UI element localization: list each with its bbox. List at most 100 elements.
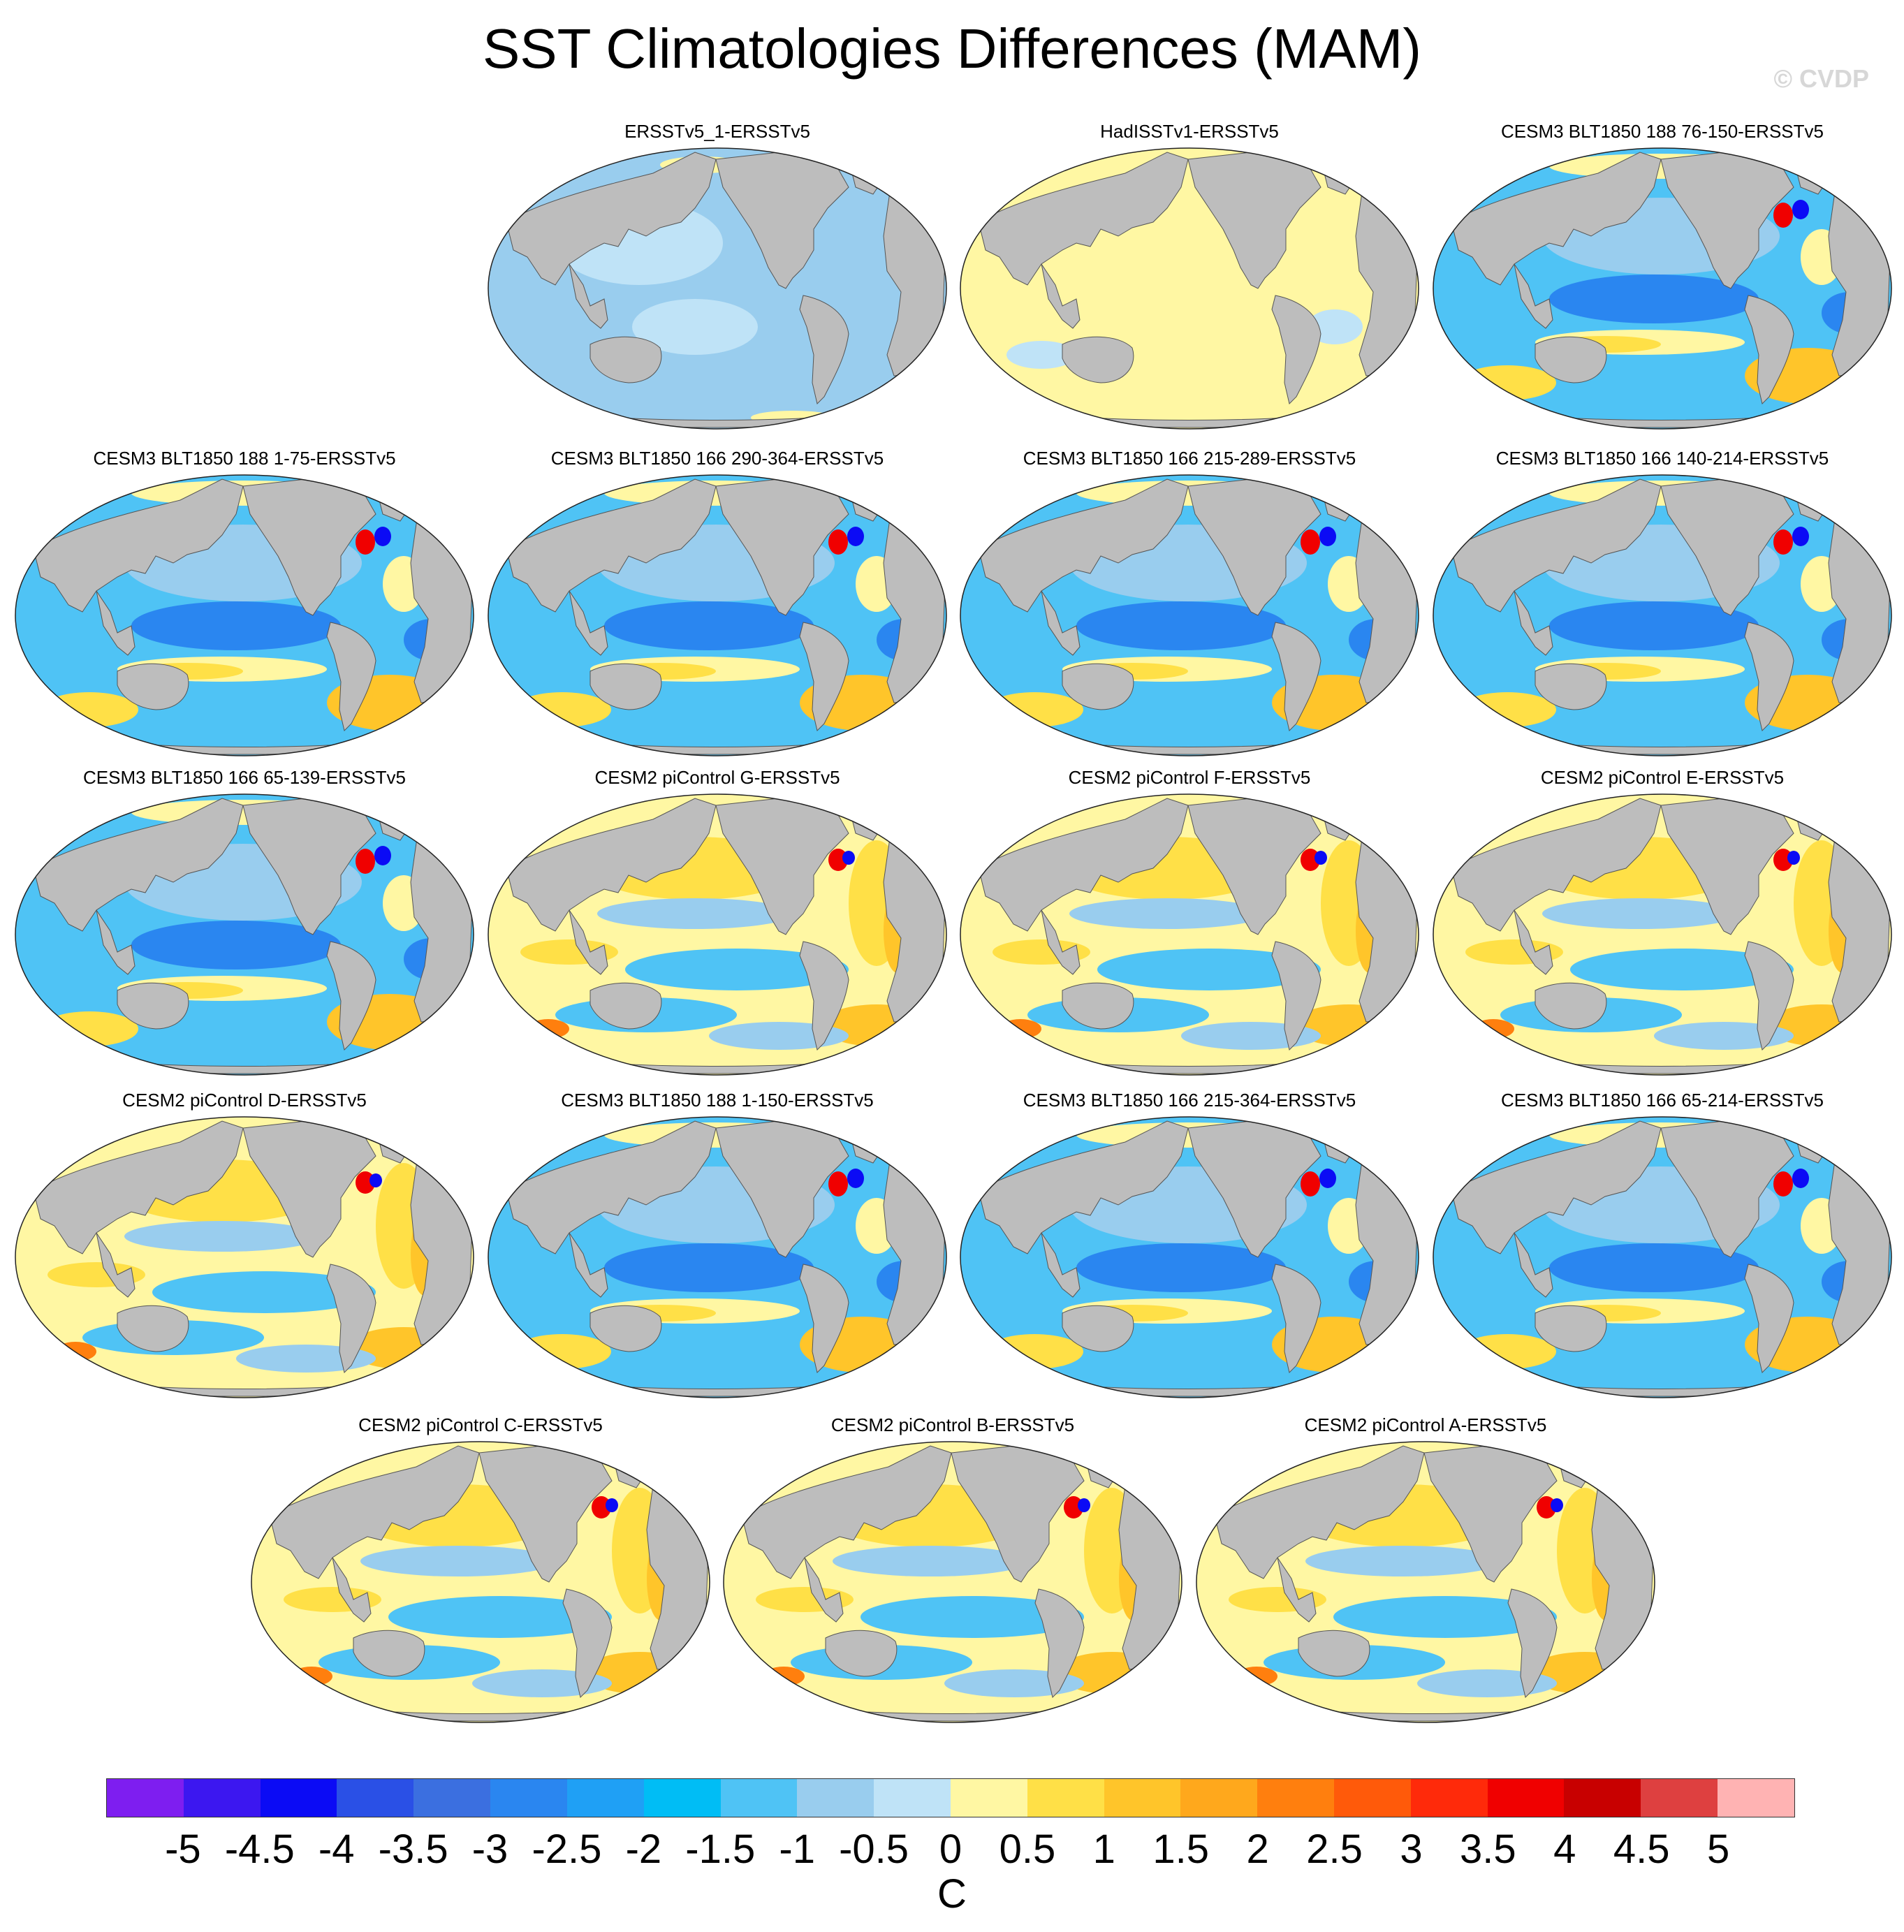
- panel-label: CESM3 BLT1850 166 65-214-ERSSTv5: [1501, 1090, 1824, 1111]
- colorbar-swatch: [950, 1779, 1027, 1817]
- landmass: [1271, 1264, 1321, 1373]
- landmass: [1214, 1445, 1425, 1579]
- map-outline: [1433, 147, 1892, 430]
- panel-label: CESM3 BLT1850 166 215-289-ERSSTv5: [1023, 448, 1356, 469]
- map-outline: [15, 1116, 474, 1398]
- colorbar-swatch: [413, 1779, 491, 1817]
- anomaly-region: [842, 851, 855, 865]
- map-panel: CESM2 piControl G-ERSSTv5: [485, 766, 949, 1083]
- map-panel: CESM2 piControl B-ERSSTv5: [721, 1414, 1185, 1731]
- colorbar-tick-label: 0: [939, 1827, 962, 1872]
- robinson-map: [958, 791, 1421, 1078]
- anomaly-region: [1458, 1334, 1556, 1369]
- landmass: [799, 295, 849, 404]
- landmass: [33, 798, 244, 932]
- landmass: [1514, 263, 1553, 329]
- landmass: [741, 1445, 952, 1579]
- robinson-map: [1430, 472, 1894, 759]
- map-outline: [960, 147, 1419, 430]
- landmass: [804, 1557, 844, 1623]
- map-outline: [723, 1441, 1182, 1723]
- anomaly-region: [1319, 1169, 1336, 1188]
- landmass: [978, 1120, 1189, 1254]
- landmass: [33, 478, 244, 613]
- panel-label: CESM3 BLT1850 188 1-75-ERSSTv5: [93, 448, 396, 469]
- anomaly-region: [1078, 1498, 1090, 1512]
- landmass: [715, 152, 849, 289]
- anomaly-region: [41, 692, 138, 727]
- anomaly-region: [1333, 1596, 1557, 1638]
- panel-label: CESM3 BLT1850 166 215-364-ERSSTv5: [1023, 1090, 1356, 1111]
- landmass: [589, 1305, 662, 1352]
- robinson-map: [958, 145, 1421, 432]
- anomaly-region: [828, 849, 848, 871]
- map-outline: [960, 1116, 1419, 1398]
- anomaly-region: [356, 849, 375, 874]
- colorbar-tick-label: -3.5: [378, 1827, 448, 1872]
- colorbar-tick-label: 0.5: [999, 1827, 1056, 1872]
- landmass: [1660, 478, 1794, 616]
- landmass: [1041, 909, 1081, 975]
- map-outline: [488, 147, 947, 430]
- anomaly-region: [1542, 898, 1738, 929]
- panel-label: CESM3 BLT1850 166 65-139-ERSSTv5: [83, 767, 406, 788]
- map-outline: [488, 474, 947, 756]
- robinson-map: [13, 472, 476, 759]
- map-svg: [251, 1441, 710, 1723]
- panel-label: CESM2 piControl F-ERSSTv5: [1068, 767, 1311, 788]
- anomaly-region: [1792, 527, 1809, 546]
- landmass: [951, 1445, 1085, 1583]
- landmass: [825, 1630, 898, 1677]
- landmass: [1271, 941, 1321, 1051]
- robinson-map: [485, 1114, 949, 1400]
- map-outline: [488, 793, 947, 1076]
- colorbar-tick-label: -4.5: [224, 1827, 295, 1872]
- anomaly-region: [1006, 341, 1076, 369]
- robinson-map: [1194, 1439, 1657, 1725]
- landmass: [569, 263, 608, 329]
- landmass: [589, 663, 662, 710]
- landmass: [1660, 152, 1794, 289]
- map-outline: [960, 793, 1419, 1076]
- landmass: [1507, 1588, 1558, 1698]
- map-outline: [251, 1441, 710, 1723]
- map-svg: [723, 1441, 1182, 1723]
- landmass: [242, 1120, 376, 1258]
- landmass: [562, 1588, 613, 1698]
- anomaly-region: [861, 1596, 1084, 1638]
- anomaly-region: [1301, 849, 1320, 871]
- anomaly-region: [1301, 529, 1320, 555]
- panel-label: CESM3 BLT1850 188 76-150-ERSSTv5: [1501, 121, 1824, 142]
- map-svg: [960, 474, 1419, 756]
- anomaly-region: [1319, 527, 1336, 546]
- map-panel: CESM3 BLT1850 188 1-150-ERSSTv5: [485, 1089, 949, 1406]
- landmass: [1660, 1120, 1794, 1258]
- anomaly-region: [1549, 601, 1759, 650]
- landmass: [715, 1120, 849, 1258]
- landmass: [715, 798, 849, 935]
- colorbar-tick-label: 1.5: [1152, 1827, 1210, 1872]
- map-panel: CESM3 BLT1850 166 290-364-ERSSTv5: [485, 447, 949, 764]
- landmass: [1298, 1630, 1370, 1677]
- landmass: [715, 478, 849, 616]
- landmass: [326, 941, 376, 1051]
- panel-label: CESM2 piControl B-ERSSTv5: [830, 1414, 1075, 1435]
- map-svg: [960, 793, 1419, 1076]
- map-svg: [15, 1116, 474, 1398]
- landmass: [978, 478, 1189, 613]
- landmass: [1423, 1445, 1558, 1583]
- robinson-map: [958, 1114, 1421, 1400]
- colorbar-swatch: [1410, 1779, 1488, 1817]
- anomaly-region: [1076, 1243, 1286, 1292]
- anomaly-region: [1773, 1171, 1793, 1196]
- colorbar-swatch: [337, 1779, 414, 1817]
- colorbar-swatch: [874, 1779, 951, 1817]
- colorbar-tick-label: -1: [779, 1827, 815, 1872]
- landmass: [1451, 798, 1662, 932]
- landmass: [1187, 798, 1321, 935]
- anomaly-region: [847, 527, 864, 546]
- map-panel: CESM3 BLT1850 166 65-139-ERSSTv5: [13, 766, 476, 1083]
- robinson-map: [249, 1439, 712, 1725]
- colorbar-tick-label: -2.5: [532, 1827, 602, 1872]
- landmass: [1744, 1264, 1794, 1373]
